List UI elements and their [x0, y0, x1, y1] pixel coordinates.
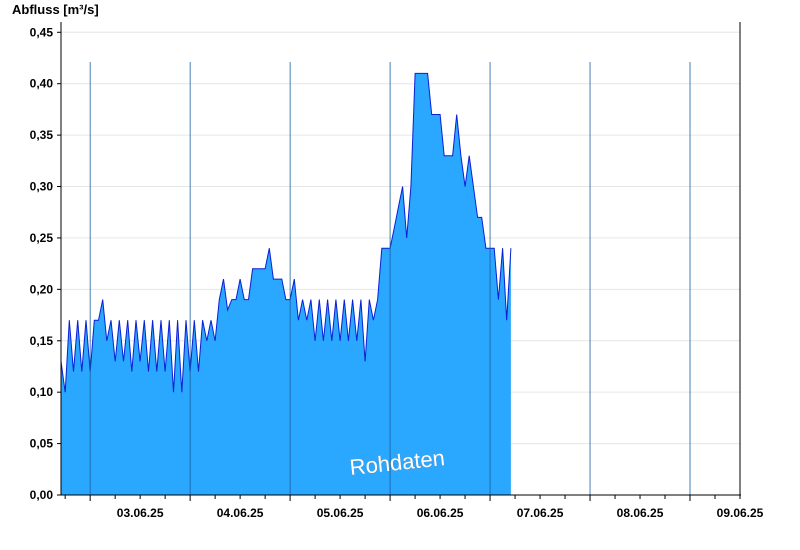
x-tick-label: 04.06.25 [217, 506, 264, 520]
y-tick-label: 0,40 [30, 77, 54, 91]
y-tick-label: 0,20 [30, 282, 54, 296]
x-tick-label: 08.06.25 [617, 506, 664, 520]
y-tick-label: 0,30 [30, 180, 54, 194]
y-tick-label: 0,25 [30, 231, 54, 245]
y-axis-label: Abfluss [m³/s] [12, 2, 99, 17]
x-tick-label: 03.06.25 [117, 506, 164, 520]
x-tick-label: 07.06.25 [517, 506, 564, 520]
y-tick-label: 0,05 [30, 437, 54, 451]
x-tick-label: 09.06.25 [717, 506, 764, 520]
y-tick-label: 0,10 [30, 385, 54, 399]
y-tick-label: 0,00 [30, 488, 54, 502]
x-tick-label: 05.06.25 [317, 506, 364, 520]
y-tick-label: 0,35 [30, 128, 54, 142]
day-separators [89, 62, 691, 495]
x-tick-label: 06.06.25 [417, 506, 464, 520]
discharge-area [61, 73, 511, 496]
discharge-line [60, 72, 512, 393]
y-tick-label: 0,15 [30, 334, 54, 348]
x-ticks: 03.06.25 04.06.25 05.06.25 06.06.25 07.06.25… [64, 495, 764, 520]
y-ticks: 0,00 0,05 0,10 0,15 0,20 0,25 0,30 0,35 0,40 0,45 [30, 25, 61, 502]
y-tick-label: 0,45 [30, 25, 54, 39]
